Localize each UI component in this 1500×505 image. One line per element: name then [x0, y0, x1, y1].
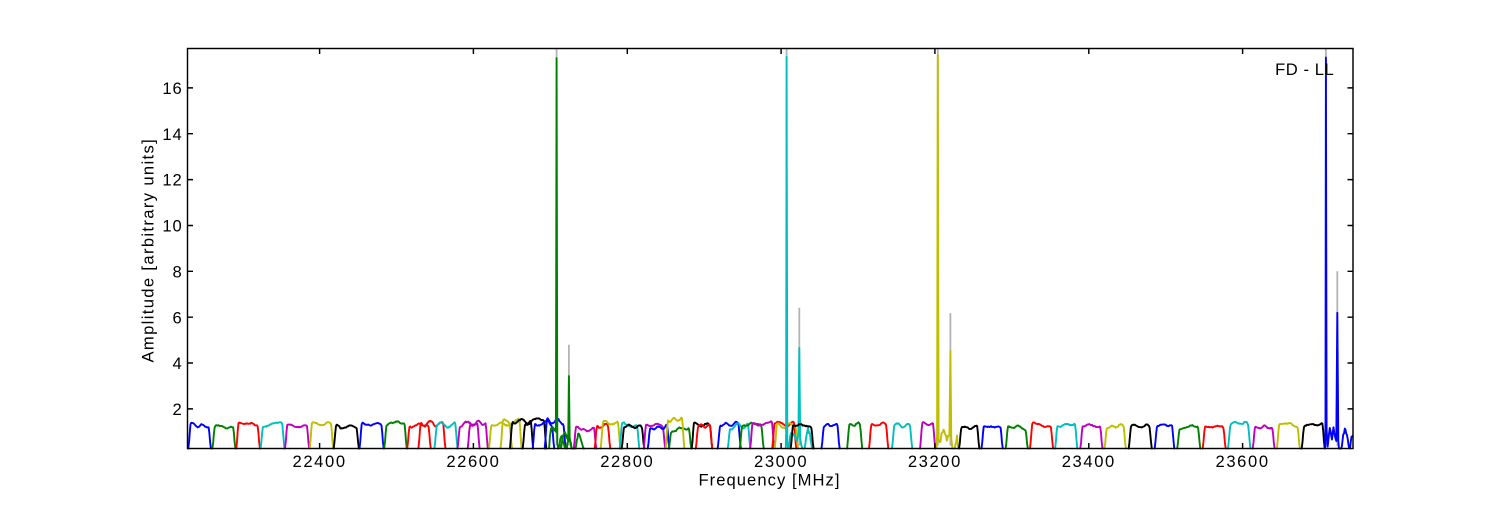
- svg-text:2: 2: [172, 400, 182, 419]
- svg-text:10: 10: [162, 217, 182, 236]
- svg-text:Amplitude [arbitrary units]: Amplitude [arbitrary units]: [139, 138, 158, 363]
- svg-text:12: 12: [162, 171, 182, 190]
- svg-text:8: 8: [172, 262, 182, 281]
- svg-text:14: 14: [162, 125, 182, 144]
- svg-text:22600: 22600: [446, 452, 500, 471]
- svg-text:FD - LL: FD - LL: [1275, 60, 1334, 79]
- svg-text:6: 6: [172, 308, 182, 327]
- svg-text:16: 16: [162, 79, 182, 98]
- svg-text:23200: 23200: [908, 452, 962, 471]
- svg-text:22400: 22400: [293, 452, 347, 471]
- svg-text:23000: 23000: [754, 452, 808, 471]
- svg-text:23600: 23600: [1216, 452, 1270, 471]
- svg-text:4: 4: [172, 354, 182, 373]
- svg-text:Frequency [MHz]: Frequency [MHz]: [698, 471, 840, 490]
- svg-text:23400: 23400: [1062, 452, 1116, 471]
- svg-text:22800: 22800: [600, 452, 654, 471]
